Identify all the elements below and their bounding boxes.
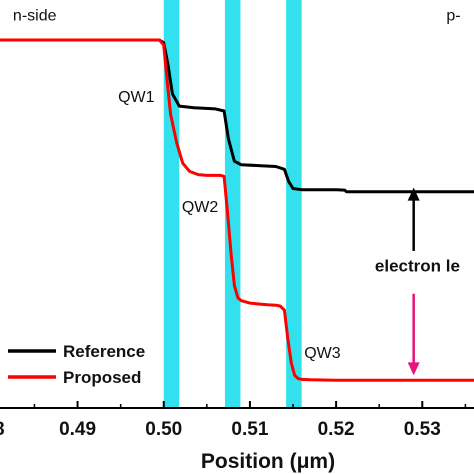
annotation-qw2: QW2 [182,199,219,216]
series-line-proposed [0,38,474,382]
x-tick-label: 0.52 [318,419,355,440]
arrows [407,187,420,376]
annotation-n-side: n-side [13,7,57,24]
annotations: n-side p- QW1 QW2 QW3 electron le [13,7,461,362]
x-axis: .48 0.49 0.50 0.51 0.52 0.53 [0,401,474,440]
annotation-qw3: QW3 [304,345,341,362]
x-axis-label: Position (μm) [201,450,335,473]
arrow-reference [407,187,420,251]
quantum-well-band-3 [286,0,302,408]
annotation-electron-le: electron le [375,256,460,275]
series-lines [0,38,474,382]
x-tick-label: 0.50 [145,419,182,440]
arrow-proposed [407,293,420,376]
x-tick-label: 0.53 [404,419,441,440]
legend-label-proposed: Proposed [63,368,141,387]
legend: Reference Proposed [8,342,145,387]
annotation-p: p- [446,7,460,24]
legend-label-reference: Reference [63,342,145,361]
series-line-reference [0,38,474,194]
x-tick-label: .48 [0,419,5,440]
annotation-qw1: QW1 [118,89,155,106]
x-tick-label: 0.49 [59,419,96,440]
quantum-well-band-2 [224,0,241,408]
x-tick-label: 0.51 [231,419,268,440]
